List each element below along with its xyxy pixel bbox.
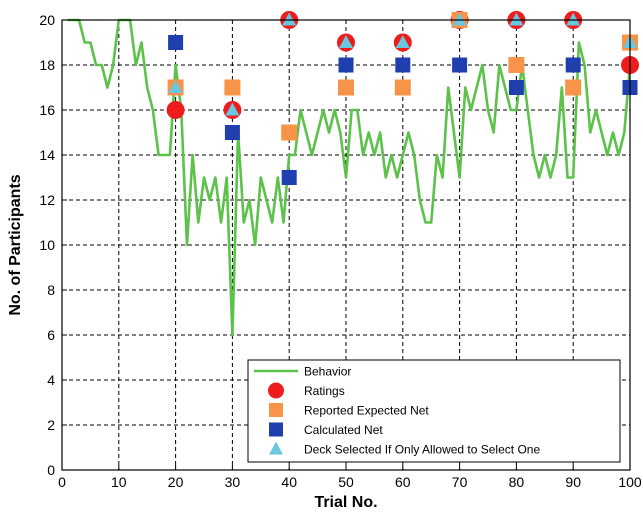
legend-item-reported-expected-net: Reported Expected Net [269, 403, 429, 418]
y-tick-label: 8 [47, 282, 55, 298]
calculated-net-marker [395, 57, 411, 73]
legend-item-ratings: Ratings [268, 382, 345, 399]
legend-label: Behavior [304, 365, 351, 379]
legend-swatch-marker [269, 441, 283, 455]
calculated-net-marker [224, 125, 240, 140]
legend-label: Deck Selected If Only Allowed to Select … [304, 443, 540, 457]
reported-expected-net-marker [565, 79, 582, 96]
deck-selected-marker [168, 80, 183, 94]
calculated-net-marker [338, 57, 354, 73]
x-tick-label: 50 [338, 474, 354, 490]
deck-selected-marker [395, 35, 410, 49]
y-tick-label: 10 [39, 237, 55, 253]
y-tick-label: 2 [47, 417, 55, 433]
y-axis-label: No. of Participants [7, 174, 24, 315]
x-tick-label: 100 [618, 474, 642, 490]
x-tick-label: 80 [509, 474, 525, 490]
reported-expected-net-marker [508, 57, 525, 73]
x-tick-label: 20 [168, 474, 184, 490]
y-tick-label: 6 [47, 327, 55, 343]
x-tick-label: 70 [452, 474, 468, 490]
x-tick-label: 0 [58, 474, 66, 490]
x-tick-label: 60 [395, 474, 411, 490]
x-tick-label: 10 [111, 474, 127, 490]
legend-label: Ratings [304, 384, 345, 398]
legend: Behavior Ratings Reported Expected Net Calc… [247, 359, 621, 463]
marker-layer [166, 11, 639, 185]
reported-expected-net-marker [394, 79, 411, 96]
behavior-line-layer [67, 18, 632, 337]
tick-labels: 0 10 20 30 40 50 60 70 80 90 100 0 2 4 6 8 10 12 14 16 18 20 [39, 12, 641, 490]
legend-label: Reported Expected Net [304, 404, 429, 418]
x-tick-label: 90 [565, 474, 581, 490]
legend-items: Behavior Ratings Reported Expected Net Calc… [254, 365, 540, 457]
calculated-net-marker [168, 35, 184, 50]
y-tick-label: 20 [39, 12, 55, 28]
calculated-net-marker [565, 57, 581, 73]
ratings-marker [166, 101, 185, 119]
y-tick-label: 4 [47, 372, 55, 388]
deck-selected-marker [339, 35, 353, 49]
legend-item-deck-selected: Deck Selected If Only Allowed to Select … [269, 441, 540, 457]
reported-expected-net-marker [338, 79, 354, 96]
y-tick-label: 0 [47, 462, 55, 478]
y-tick-label: 12 [39, 192, 55, 208]
reported-expected-net-marker [224, 79, 241, 96]
x-tick-label: 30 [225, 474, 241, 490]
x-axis-label: Trial No. [314, 494, 377, 511]
behavior-line [67, 18, 632, 337]
legend-item-calculated-net: Calculated Net [269, 422, 383, 437]
legend-label: Calculated Net [304, 423, 383, 437]
legend-swatch-marker [269, 422, 283, 437]
calculated-net-marker [281, 170, 297, 185]
y-tick-label: 14 [39, 147, 55, 163]
y-tick-label: 16 [39, 102, 55, 118]
legend-swatch-marker [268, 382, 284, 399]
legend-box [247, 359, 621, 463]
calculated-net-marker [508, 80, 524, 95]
deck-selected-marker [225, 102, 240, 116]
deck-selected-marker [566, 12, 581, 26]
reported-expected-net-marker [281, 124, 298, 141]
calculated-net-marker [452, 57, 468, 73]
legend-swatch-marker [269, 403, 283, 417]
deck-selected-marker [452, 12, 467, 26]
x-tick-label: 40 [281, 474, 297, 490]
y-tick-label: 18 [39, 57, 55, 73]
deck-selected-marker [282, 12, 297, 26]
legend-item-behavior: Behavior [254, 365, 351, 379]
deck-selected-marker [509, 12, 524, 26]
